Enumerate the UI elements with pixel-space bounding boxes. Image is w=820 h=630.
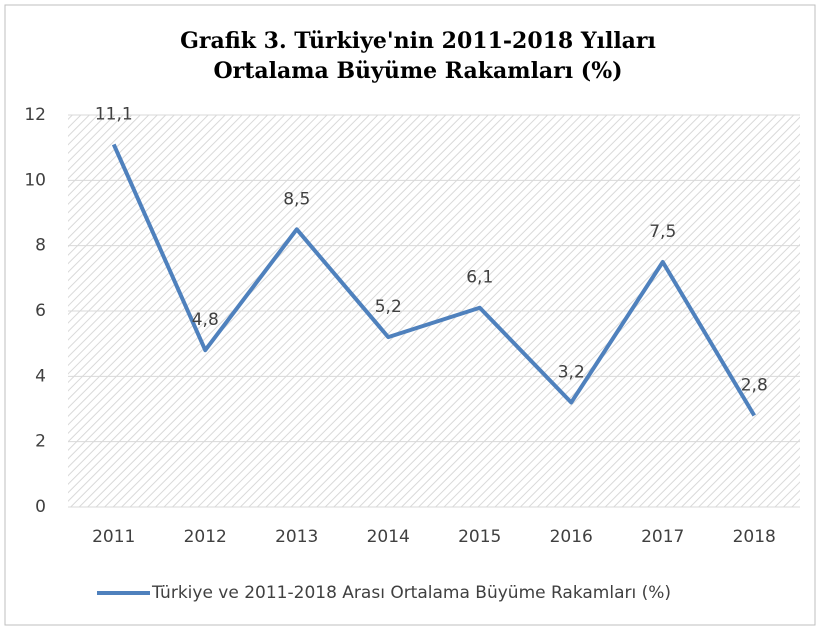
chart-title: Ortalama Büyüme Rakamları (%) <box>213 58 622 84</box>
x-tick-label: 2014 <box>367 527 410 547</box>
x-tick-label: 2016 <box>550 527 593 547</box>
y-tick-label: 8 <box>35 236 46 256</box>
data-label: 4,8 <box>192 310 219 330</box>
x-tick-label: 2017 <box>641 527 684 547</box>
chart-title: Grafik 3. Türkiye'nin 2011-2018 Yılları <box>180 28 656 54</box>
data-label: 2,8 <box>741 376 768 396</box>
x-tick-label: 2015 <box>458 527 501 547</box>
data-line <box>111 143 756 417</box>
x-tick-label: 2018 <box>733 527 776 547</box>
y-tick-label: 12 <box>24 105 46 125</box>
data-label: 5,2 <box>375 297 402 317</box>
y-tick-label: 0 <box>35 497 46 517</box>
data-label: 3,2 <box>558 362 585 382</box>
data-label: 6,1 <box>466 268 493 288</box>
legend-label: Türkiye ve 2011-2018 Arası Ortalama Büyü… <box>151 583 671 603</box>
data-label: 8,5 <box>283 189 310 209</box>
x-tick-label: 2012 <box>184 527 227 547</box>
x-tick-label: 2011 <box>92 527 135 547</box>
y-tick-label: 4 <box>35 366 46 386</box>
data-label: 11,1 <box>95 104 133 124</box>
data-label: 7,5 <box>649 222 676 242</box>
y-tick-label: 2 <box>35 432 46 452</box>
x-tick-label: 2013 <box>275 527 318 547</box>
y-tick-label: 10 <box>24 170 46 190</box>
y-tick-label: 6 <box>35 301 46 321</box>
